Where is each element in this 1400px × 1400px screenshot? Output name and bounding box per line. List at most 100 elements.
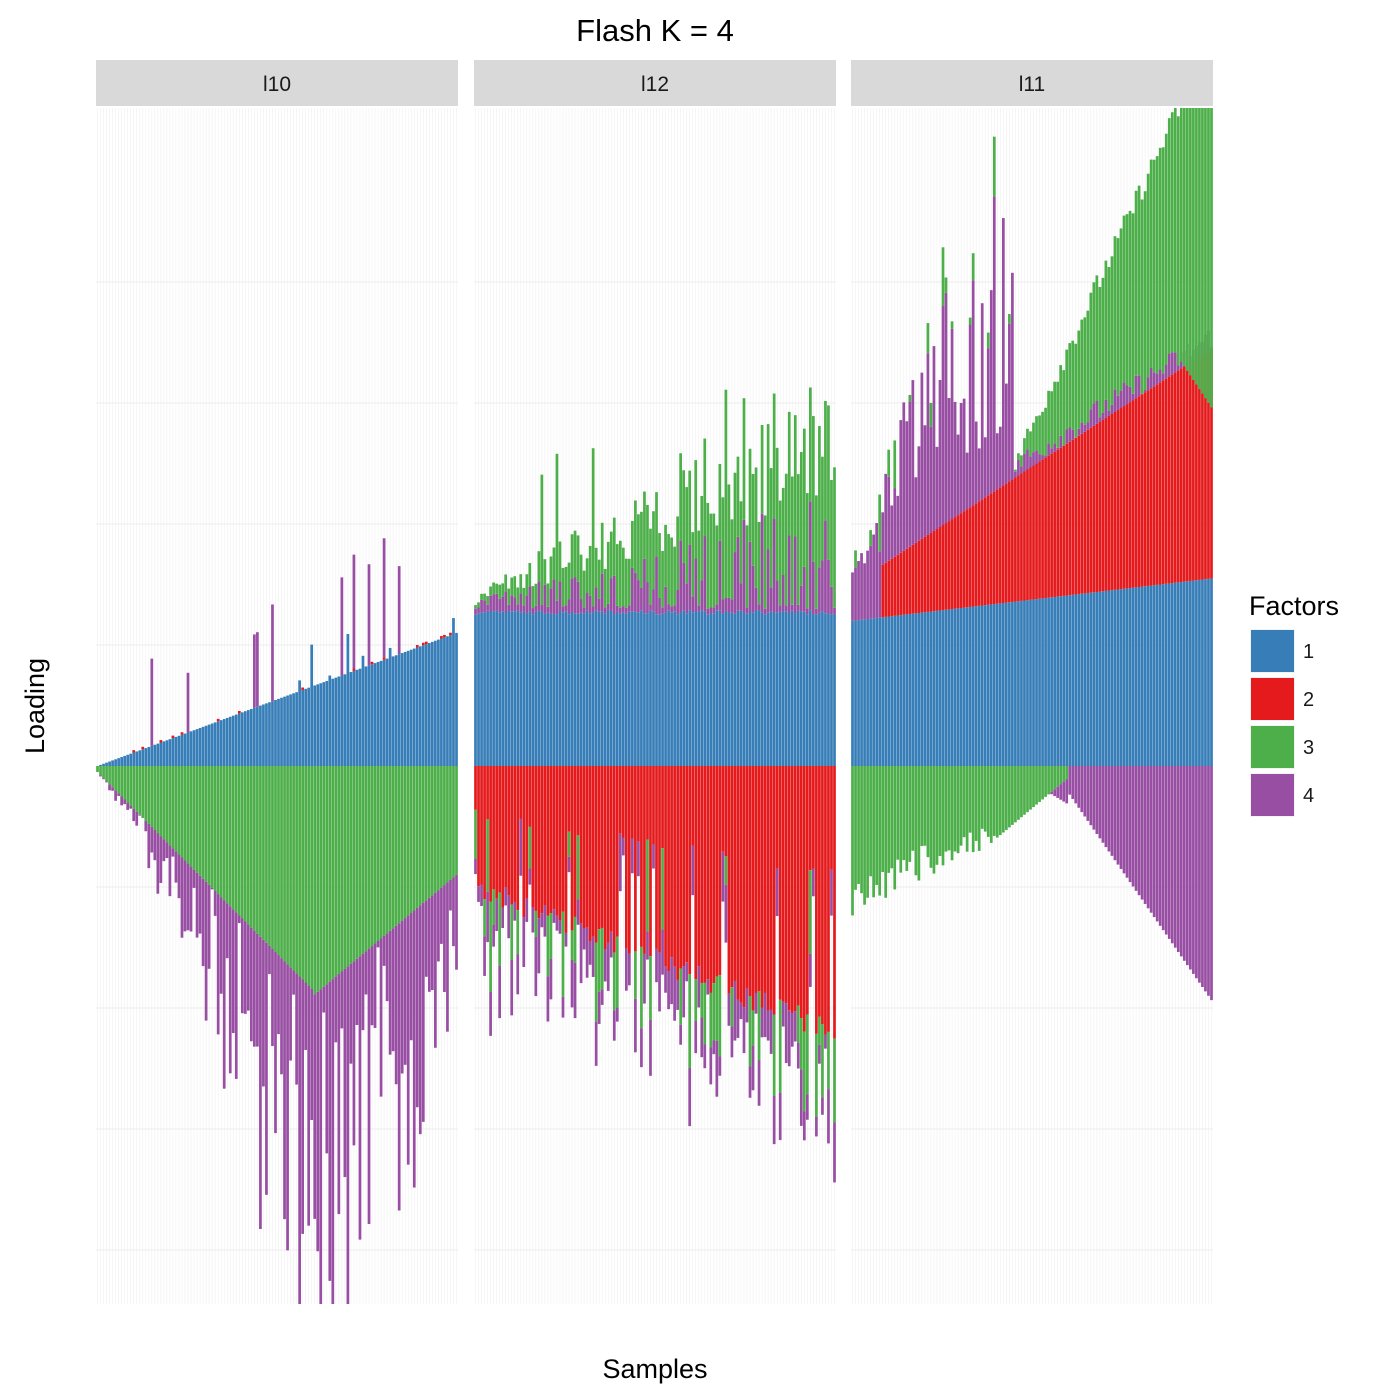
bar-segment-factor-1 xyxy=(597,611,601,766)
bar-segment-factor-1 xyxy=(1113,589,1117,766)
bar-segment-factor-2 xyxy=(890,558,894,617)
bar-segment-factor-2 xyxy=(1083,431,1087,594)
bar-segment-factor-4 xyxy=(262,939,265,1087)
bar-segment-factor-1 xyxy=(234,714,238,766)
bar-segment-factor-3 xyxy=(1035,766,1038,805)
bar-segment-factor-3 xyxy=(358,766,362,957)
bar-segment-factor-2 xyxy=(555,766,559,916)
bar-segment-factor-3 xyxy=(1119,228,1123,391)
bar-segment-factor-3 xyxy=(1146,173,1150,378)
bar-segment-factor-3 xyxy=(570,534,574,579)
bar-segment-factor-4 xyxy=(525,595,529,614)
bar-segment-factor-4 xyxy=(896,495,900,555)
bar-segment-factor-4 xyxy=(833,1122,836,1183)
bar-segment-factor-1 xyxy=(745,613,749,766)
bar-segment-factor-1 xyxy=(1110,590,1114,766)
bar-segment-factor-1 xyxy=(376,661,380,766)
bar-segment-factor-1 xyxy=(388,647,392,766)
bar-segment-factor-1 xyxy=(210,723,214,766)
bar-segment-factor-3 xyxy=(546,583,550,607)
bar-segment-factor-1 xyxy=(1047,597,1050,766)
bar-segment-factor-3 xyxy=(712,983,716,1041)
bar-segment-factor-4 xyxy=(815,1116,818,1137)
legend-swatch-2 xyxy=(1251,678,1294,720)
bar-segment-factor-1 xyxy=(1041,598,1044,766)
bar-segment-factor-3 xyxy=(778,500,782,606)
bar-segment-factor-4 xyxy=(183,860,187,932)
bar-segment-factor-3 xyxy=(926,323,930,354)
bar-segment-factor-4 xyxy=(477,886,480,902)
bar-segment-factor-1 xyxy=(869,618,872,766)
bar-segment-factor-1 xyxy=(126,754,130,766)
bar-segment-factor-1 xyxy=(585,610,589,766)
bar-segment-factor-4 xyxy=(228,906,232,1074)
bar-segment-factor-4 xyxy=(289,967,292,1061)
bar-segment-factor-3 xyxy=(736,456,740,537)
bar-segment-factor-3 xyxy=(159,766,163,837)
bar-segment-factor-3 xyxy=(418,766,422,906)
bar-segment-factor-2 xyxy=(582,766,586,928)
bar-segment-factor-4 xyxy=(857,561,860,621)
bar-segment-factor-3 xyxy=(1195,108,1198,385)
bar-segment-factor-1 xyxy=(510,611,514,766)
bar-segment-factor-4 xyxy=(186,672,190,733)
bar-segment-factor-4 xyxy=(1192,766,1195,974)
bar-segment-factor-3 xyxy=(540,474,544,606)
bar-segment-factor-4 xyxy=(902,402,906,551)
bar-segment-factor-4 xyxy=(615,605,619,612)
bar-segment-factor-1 xyxy=(812,613,815,766)
bar-segment-factor-4 xyxy=(531,608,535,615)
bar-segment-factor-4 xyxy=(256,933,259,1047)
bar-segment-factor-1 xyxy=(977,605,981,766)
bar-segment-factor-3 xyxy=(854,766,857,890)
bar-segment-factor-4 xyxy=(204,881,208,1021)
bar-segment-factor-3 xyxy=(751,473,755,566)
bar-segment-factor-1 xyxy=(189,731,193,766)
bar-segment-factor-4 xyxy=(742,519,746,613)
bar-segment-factor-2 xyxy=(489,766,492,902)
bar-segment-factor-3 xyxy=(730,987,734,1027)
bar-segment-factor-4 xyxy=(434,892,437,1048)
bar-segment-factor-4 xyxy=(123,799,127,805)
bar-segment-factor-4 xyxy=(552,909,556,923)
bar-segment-factor-3 xyxy=(890,766,894,869)
bar-segment-factor-3 xyxy=(105,766,108,782)
bar-segment-factor-3 xyxy=(688,974,692,1069)
bar-segment-factor-1 xyxy=(697,611,701,766)
bar-segment-factor-3 xyxy=(424,766,428,901)
bar-segment-factor-3 xyxy=(685,487,689,584)
bar-segment-factor-1 xyxy=(1077,594,1081,766)
bar-segment-factor-3 xyxy=(971,253,975,281)
bar-segment-factor-4 xyxy=(99,775,102,777)
bar-segment-factor-4 xyxy=(418,905,422,1135)
bar-segment-factor-3 xyxy=(995,766,999,838)
bar-segment-factor-3 xyxy=(815,495,818,609)
bar-segment-factor-2 xyxy=(1210,348,1213,579)
bar-segment-factor-4 xyxy=(452,877,455,947)
bar-segment-factor-3 xyxy=(1053,381,1056,444)
bar-segment-factor-3 xyxy=(600,522,604,574)
bar-segment-factor-4 xyxy=(446,882,449,1032)
bar-segment-factor-3 xyxy=(661,848,664,930)
bar-segment-factor-1 xyxy=(138,750,142,766)
bar-segment-factor-4 xyxy=(757,604,761,611)
bar-segment-factor-4 xyxy=(507,895,511,939)
bar-segment-factor-4 xyxy=(712,607,716,614)
bar-segment-factor-4 xyxy=(1186,766,1189,966)
bar-segment-factor-1 xyxy=(397,654,401,766)
bar-segment-factor-1 xyxy=(489,611,492,766)
bar-segment-factor-4 xyxy=(1113,389,1117,412)
bar-segment-factor-3 xyxy=(1176,116,1180,366)
bar-segment-factor-3 xyxy=(222,766,226,901)
bar-segment-factor-3 xyxy=(301,766,304,980)
bar-segment-factor-4 xyxy=(1077,428,1081,436)
bar-segment-factor-4 xyxy=(271,604,274,702)
bar-segment-factor-4 xyxy=(923,425,927,537)
bar-segment-factor-2 xyxy=(594,766,598,943)
bar-segment-factor-1 xyxy=(1095,591,1099,766)
bar-segment-factor-1 xyxy=(1195,580,1198,766)
bar-segment-factor-1 xyxy=(911,613,915,766)
bar-segment-factor-1 xyxy=(1143,586,1147,766)
bar-segment-factor-4 xyxy=(364,951,368,995)
bar-segment-factor-4 xyxy=(573,962,577,1019)
